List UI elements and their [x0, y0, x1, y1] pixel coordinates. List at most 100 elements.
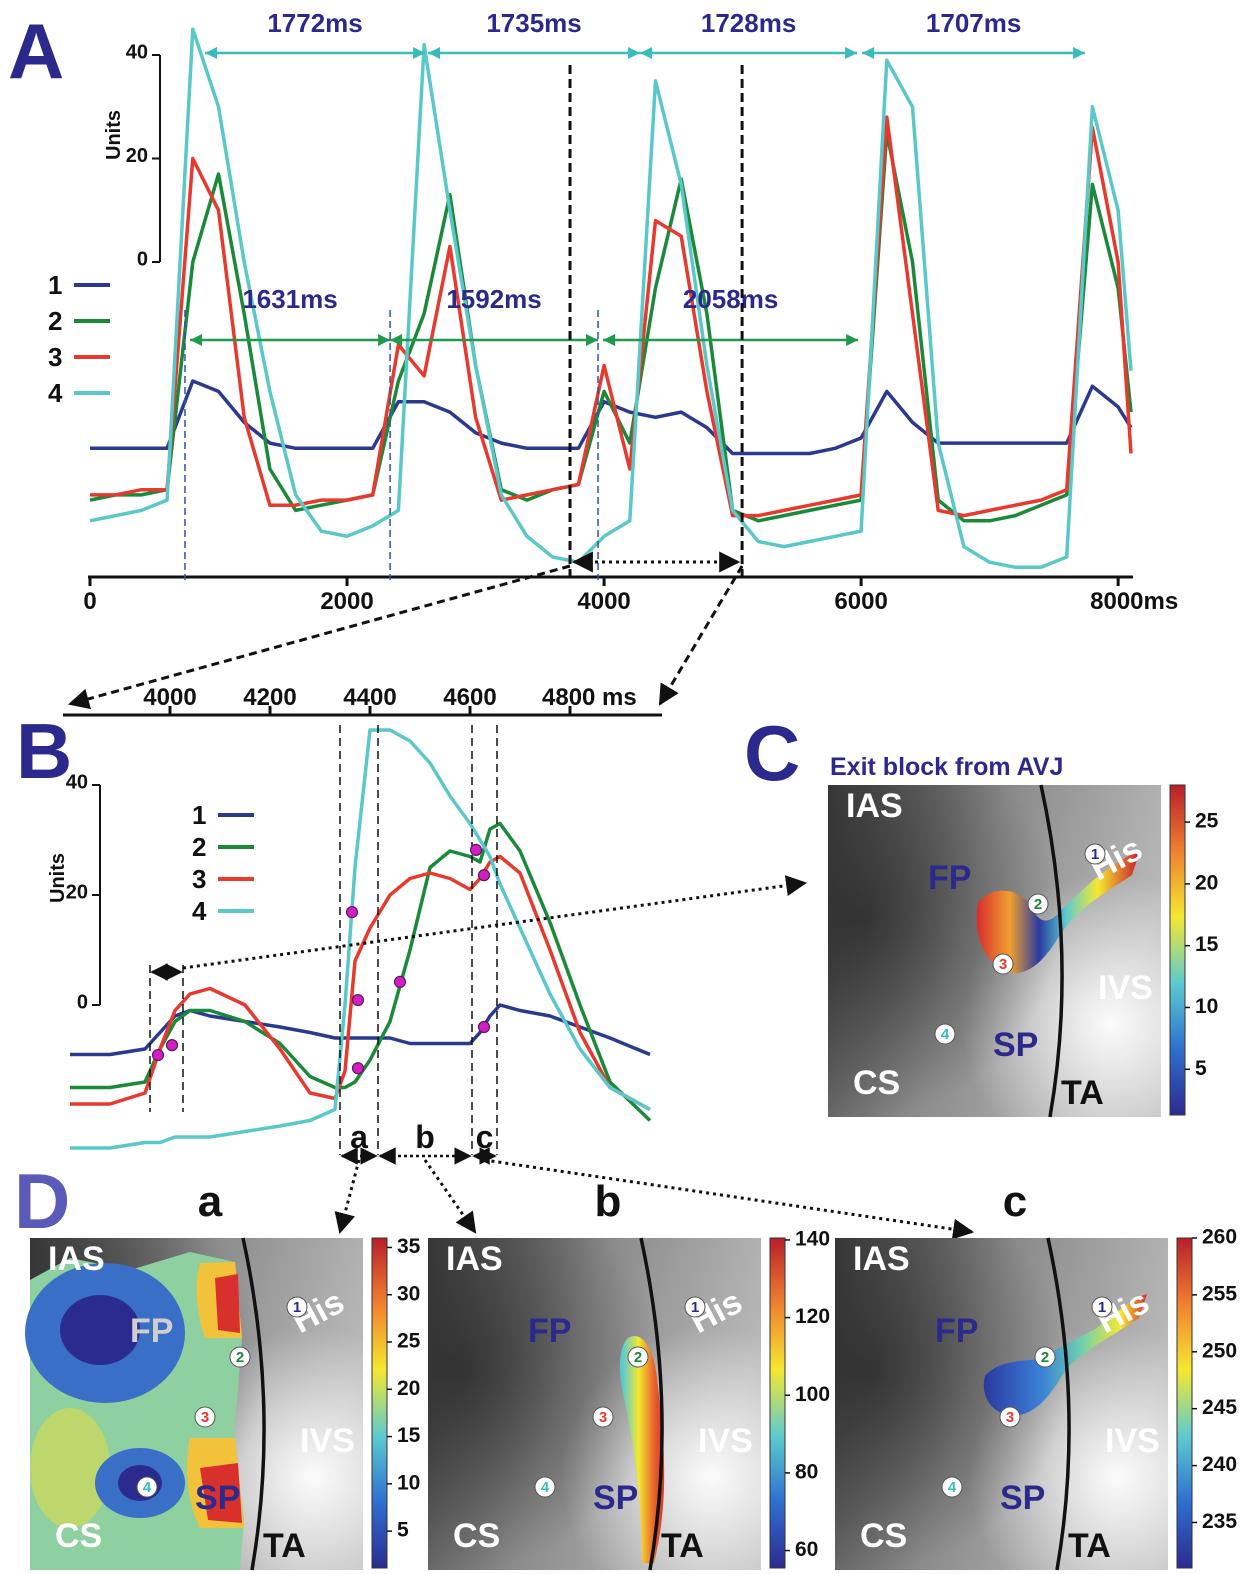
- colorbar-label: 140: [795, 1227, 830, 1250]
- zoom-link: [660, 566, 742, 704]
- map-label: IAS: [48, 1240, 105, 1278]
- x-tick-label: 6000: [834, 588, 887, 615]
- interval-label: 1735ms: [486, 8, 581, 38]
- map-label: IAS: [853, 1240, 910, 1278]
- colorbar-label: 10: [397, 1471, 420, 1494]
- map-label: FP: [935, 1312, 978, 1350]
- colorbar-label: 30: [397, 1282, 420, 1305]
- map-label: IVS: [1105, 1422, 1160, 1460]
- x-tick-label: 0: [83, 588, 96, 615]
- link-arrow: [485, 1160, 973, 1232]
- y-tick-label: 0: [137, 248, 148, 270]
- colorbar: [372, 1238, 387, 1568]
- arrow-head: [845, 47, 857, 59]
- arrow-head: [378, 334, 390, 346]
- map-label: CS: [453, 1517, 500, 1555]
- arrow-head: [428, 47, 440, 59]
- legend-label: 2: [48, 306, 62, 336]
- site-label: 1: [293, 1299, 301, 1316]
- activation-point: [353, 995, 364, 1006]
- activation-point: [479, 1022, 490, 1033]
- map-label: CS: [853, 1064, 900, 1102]
- colorbar: [770, 1238, 785, 1568]
- colorbar-label: 20: [397, 1377, 420, 1400]
- interval-label: 1707ms: [926, 8, 1021, 38]
- activation-point: [479, 870, 490, 881]
- colorbar-label: 255: [1202, 1282, 1237, 1305]
- legend-label: 3: [192, 864, 206, 894]
- map-label: TA: [1068, 1527, 1111, 1565]
- y-axis-label: Units: [103, 110, 125, 160]
- site-label: 2: [634, 1349, 642, 1366]
- colorbar-label: 100: [795, 1383, 830, 1406]
- interval-label: 1772ms: [267, 8, 362, 38]
- site-label: 4: [941, 1026, 950, 1043]
- map: IASFPHisIVSSPCSTA1234b6080100120140: [428, 1177, 830, 1570]
- interval-label: 1592ms: [446, 284, 541, 314]
- map-label: IVS: [698, 1422, 753, 1460]
- figure: ABCD02000400060008000ms02040Units1234177…: [0, 0, 1248, 1574]
- x-tick-label: 8000ms: [1090, 588, 1178, 615]
- map-label: CS: [55, 1517, 102, 1555]
- colorbar-label: 10: [1195, 995, 1218, 1018]
- site-label: 1: [691, 1299, 699, 1316]
- colorbar-label: 20: [1195, 871, 1218, 894]
- y-tick-label: 20: [126, 145, 148, 167]
- arrow-head: [862, 47, 874, 59]
- x-tick-label: 2000: [320, 588, 373, 615]
- x-tick-label: 4000: [143, 684, 196, 711]
- colorbar-label: 235: [1202, 1510, 1237, 1533]
- map-label: FP: [130, 1312, 173, 1350]
- colorbar-label: 5: [1195, 1057, 1207, 1080]
- interval-label: 1728ms: [701, 8, 796, 38]
- y-tick-label: 20: [66, 881, 88, 903]
- x-tick-label: 4600: [443, 684, 496, 711]
- x-tick-label: 4200: [243, 684, 296, 711]
- colorbar: [1177, 1238, 1192, 1568]
- map-title: Exit block from AVJ: [830, 753, 1063, 781]
- map-title: c: [1003, 1177, 1027, 1226]
- arrow-head: [1073, 47, 1085, 59]
- panel-letter: A: [8, 7, 64, 95]
- segment-label: c: [476, 1119, 494, 1155]
- colorbar-label: 15: [1195, 933, 1219, 956]
- activation-point: [167, 1040, 178, 1051]
- map-title: b: [595, 1177, 622, 1226]
- site-label: 2: [236, 1349, 244, 1366]
- map-label: SP: [1000, 1479, 1045, 1517]
- arrow-head: [390, 334, 402, 346]
- map-label: IAS: [446, 1240, 503, 1278]
- arrow-head: [190, 334, 202, 346]
- map-label: SP: [993, 1026, 1038, 1064]
- map-label: FP: [528, 1312, 571, 1350]
- x-tick-label: 4000: [577, 588, 630, 615]
- activation-point: [353, 1063, 364, 1074]
- map: IASFPHisIVSSPCSTA1234Exit block from AVJ…: [828, 753, 1219, 1117]
- map-label: IVS: [300, 1422, 355, 1460]
- site-label: 3: [201, 1409, 209, 1426]
- arrow-head: [205, 47, 217, 59]
- site-label: 3: [599, 1409, 607, 1426]
- colorbar-label: 260: [1202, 1226, 1237, 1249]
- x-tick-label: 4800 ms: [542, 684, 637, 711]
- activation-point: [153, 1050, 164, 1061]
- legend-label: 2: [192, 832, 206, 862]
- site-label: 3: [999, 956, 1007, 973]
- colorbar-label: 35: [397, 1235, 421, 1258]
- site-label: 4: [143, 1479, 152, 1496]
- colorbar-label: 240: [1202, 1453, 1237, 1476]
- map-label: FP: [928, 859, 971, 897]
- legend-label: 3: [48, 342, 62, 372]
- panel-letter: C: [744, 709, 800, 797]
- series-line: [70, 730, 650, 1148]
- arrow-head: [628, 47, 640, 59]
- site-label: 3: [1006, 1409, 1014, 1426]
- colorbar-label: 245: [1202, 1396, 1237, 1419]
- arrow-head: [846, 334, 858, 346]
- map-label: IAS: [846, 787, 903, 825]
- segment-label: b: [415, 1119, 435, 1155]
- legend-label: 4: [48, 378, 63, 408]
- y-tick-label: 40: [126, 41, 148, 63]
